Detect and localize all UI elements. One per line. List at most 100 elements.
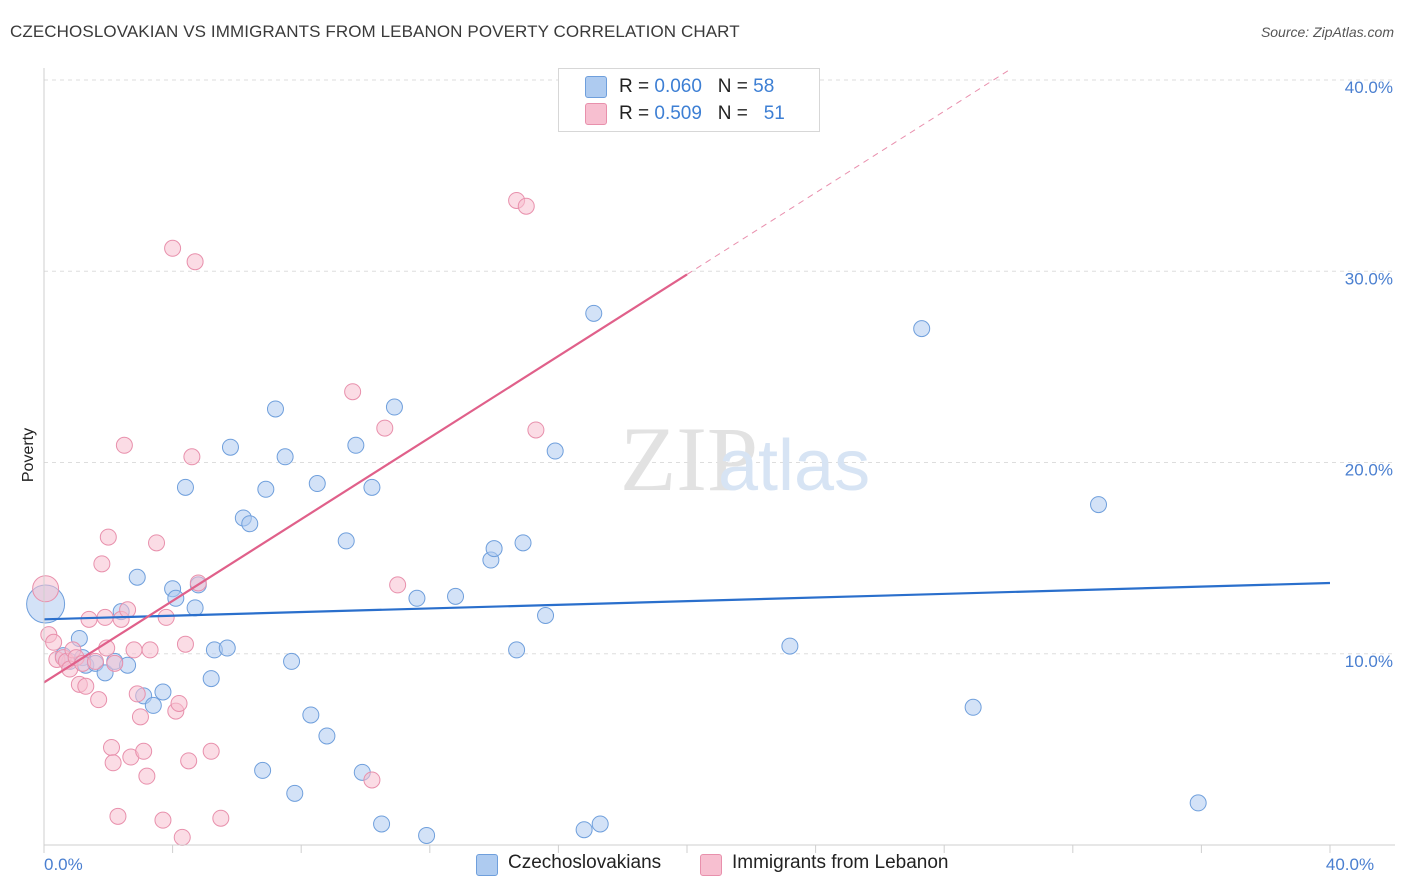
data-point [408, 589, 426, 607]
data-point [575, 821, 593, 839]
y-tick-label: 10.0% [1345, 652, 1393, 671]
data-point [186, 253, 204, 271]
trend-line [43, 273, 688, 684]
legend-r-value: 0.060 [654, 76, 702, 97]
legend-n-value: 51 [763, 103, 785, 124]
data-point [241, 515, 259, 533]
data-point [527, 421, 545, 439]
data-point [99, 528, 117, 546]
trend-line [43, 581, 1331, 621]
data-point [254, 761, 272, 779]
data-point [141, 641, 159, 659]
data-point [1090, 496, 1108, 514]
data-point [202, 670, 220, 688]
data-point [318, 727, 336, 745]
data-point [283, 652, 301, 670]
bottom-legend-swatch-blue [476, 854, 498, 876]
data-point [186, 599, 204, 617]
bottom-legend-lebanon: Immigrants from Lebanon [732, 852, 949, 873]
data-point [964, 698, 982, 716]
data-point [176, 635, 194, 653]
legend-r-value: 0.509 [654, 103, 702, 124]
y-tick-label: 40.0% [1345, 78, 1393, 97]
data-point [517, 197, 535, 215]
data-point [363, 771, 381, 789]
data-point [202, 742, 220, 760]
data-point [119, 601, 137, 619]
data-point [781, 637, 799, 655]
data-point [514, 534, 532, 552]
y-axis-label: Poverty [20, 428, 37, 482]
legend-r-label: R = [619, 76, 655, 97]
data-point [157, 608, 175, 626]
x-tick-label: 40.0% [1326, 855, 1374, 874]
legend-n-value: 58 [753, 76, 775, 97]
data-point [286, 784, 304, 802]
data-point [90, 691, 108, 709]
data-point [77, 677, 95, 695]
bottom-legend-czechoslovakians: Czechoslovakians [508, 852, 662, 873]
data-point [385, 398, 403, 416]
data-point [485, 540, 503, 558]
trend-lines [43, 70, 1331, 684]
data-point [80, 610, 98, 628]
data-point [1189, 794, 1207, 812]
legend-n-label: N = [717, 103, 754, 124]
data-point [164, 239, 182, 257]
data-point [93, 555, 111, 573]
source-label: Source: ZipAtlas.com [1260, 24, 1394, 40]
data-point [218, 639, 236, 657]
legend-swatch-blue [585, 76, 607, 98]
grid-lines [44, 79, 1395, 655]
legend-r-label: R = [619, 103, 655, 124]
data-point [32, 575, 60, 603]
data-point [109, 807, 127, 825]
data-point [913, 320, 931, 338]
data-point [344, 383, 362, 401]
data-point [585, 304, 603, 322]
data-point [180, 752, 198, 770]
y-tick-label: 20.0% [1345, 461, 1393, 480]
data-point [373, 815, 391, 833]
legend-n-label: N = [717, 76, 754, 97]
data-point [546, 442, 564, 460]
data-point [176, 478, 194, 496]
data-point [128, 568, 146, 586]
data-point [154, 683, 172, 701]
trend-line-extension [686, 70, 1009, 275]
data-point [266, 400, 284, 418]
series-lebanon [32, 191, 545, 846]
chart-title: CZECHOSLOVAKIAN VS IMMIGRANTS FROM LEBAN… [10, 22, 740, 41]
data-point [103, 738, 121, 756]
data-point [148, 534, 166, 552]
data-point [302, 706, 320, 724]
data-point [115, 436, 133, 454]
data-point [45, 633, 63, 651]
data-point [212, 809, 230, 827]
data-point [106, 654, 124, 672]
bottom-legend-swatch-pink [700, 854, 722, 876]
legend: R = 0.060 N = 58 R = 0.509 N = 51 [558, 68, 820, 132]
watermark-zip: ZIP [620, 408, 758, 510]
y-tick-label: 30.0% [1345, 269, 1393, 288]
data-point [418, 826, 436, 844]
data-point [276, 448, 294, 466]
data-point [144, 696, 162, 714]
data-point [537, 607, 555, 624]
data-point [183, 448, 201, 466]
data-point [347, 436, 365, 454]
axes: 10.0% 20.0% 30.0% 40.0% 0.0% 40.0% [43, 68, 1395, 874]
data-point [337, 532, 355, 550]
series-czechoslovakians [26, 304, 1207, 844]
data-point [363, 478, 381, 496]
legend-swatch-pink [585, 103, 607, 125]
data-point [389, 576, 407, 594]
data-point [86, 652, 104, 670]
data-point [221, 438, 239, 456]
data-point [447, 587, 465, 605]
data-point [508, 641, 526, 659]
data-point [104, 754, 122, 772]
watermark-atlas: atlas [718, 426, 870, 506]
data-point [138, 767, 156, 785]
